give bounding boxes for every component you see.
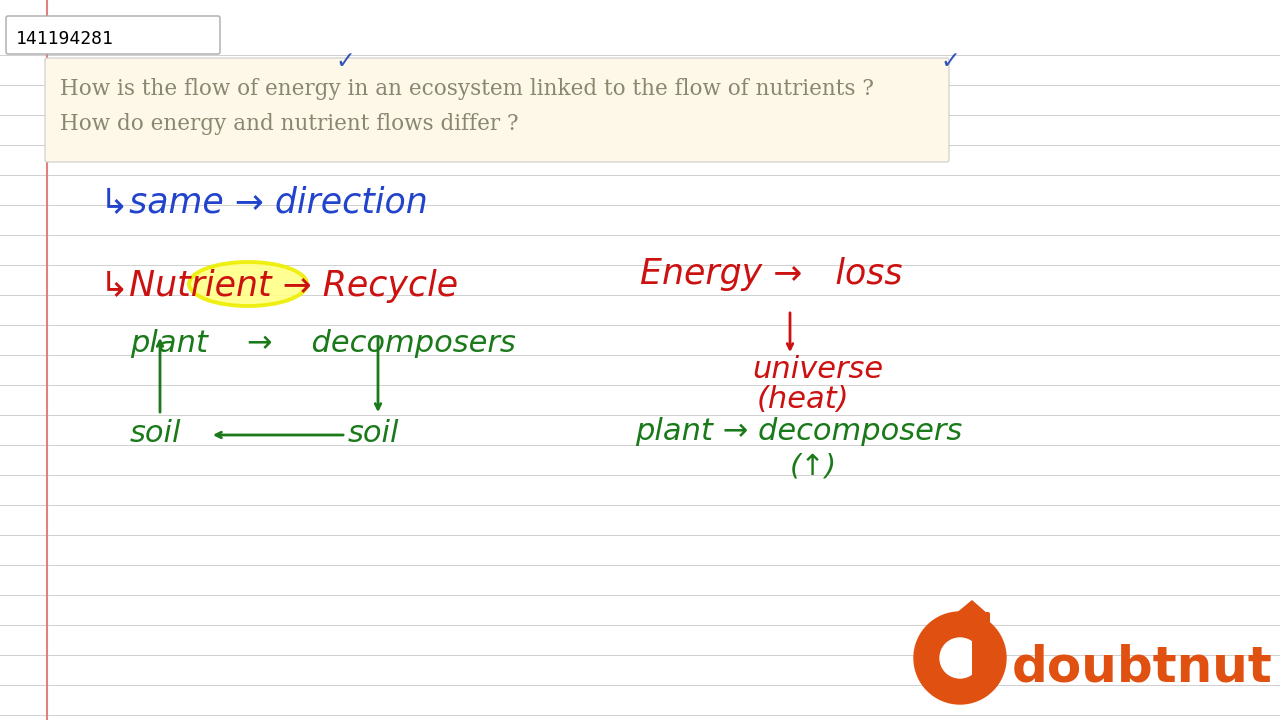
FancyBboxPatch shape <box>6 16 220 54</box>
Text: ✓: ✓ <box>940 49 960 73</box>
Text: ↳same → direction: ↳same → direction <box>100 185 428 219</box>
Text: plant    →    decomposers: plant → decomposers <box>131 329 516 358</box>
Circle shape <box>940 638 980 678</box>
Text: How is the flow of energy in an ecosystem linked to the flow of nutrients ?: How is the flow of energy in an ecosyste… <box>60 78 874 100</box>
FancyBboxPatch shape <box>972 612 989 684</box>
Circle shape <box>914 612 1006 704</box>
Text: (↑): (↑) <box>790 453 837 481</box>
Text: soil: soil <box>348 419 399 448</box>
Text: soil: soil <box>131 419 182 448</box>
Text: doubtnut: doubtnut <box>1012 644 1272 692</box>
Text: (heat): (heat) <box>756 385 850 414</box>
FancyBboxPatch shape <box>45 58 948 162</box>
Text: ↳Nutrient → Recycle: ↳Nutrient → Recycle <box>100 269 458 303</box>
Text: plant → decomposers: plant → decomposers <box>635 417 963 446</box>
Text: universe: universe <box>753 355 883 384</box>
Ellipse shape <box>189 262 307 306</box>
Text: 141194281: 141194281 <box>15 30 114 48</box>
Text: How do energy and nutrient flows differ ?: How do energy and nutrient flows differ … <box>60 113 518 135</box>
Polygon shape <box>955 600 988 614</box>
Text: ✓: ✓ <box>335 49 355 73</box>
Text: Energy →   loss: Energy → loss <box>640 257 902 291</box>
